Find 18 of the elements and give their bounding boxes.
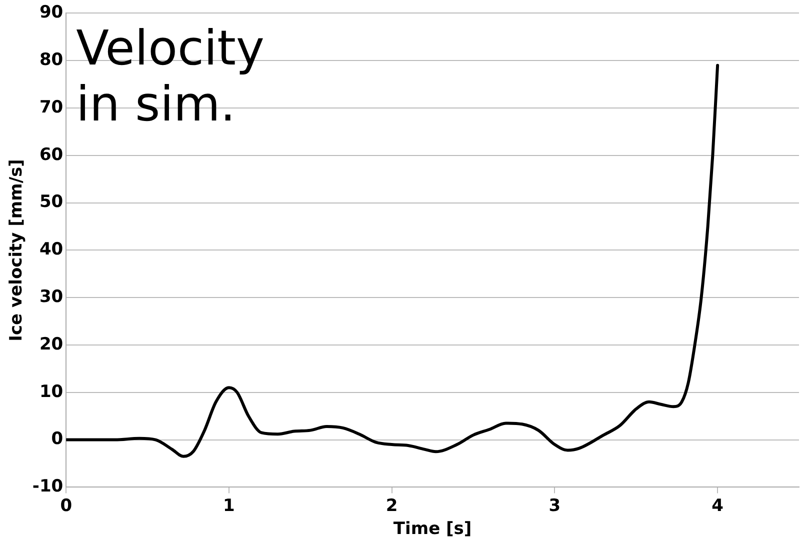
x-axis-title: Time [s] (393, 519, 472, 540)
y-tick-label: -10 (32, 476, 64, 497)
y-tick-label: 60 (39, 144, 64, 165)
x-tick-label: 1 (223, 496, 235, 516)
y-tick-label: 20 (39, 334, 64, 354)
x-tick-label: 4 (712, 496, 724, 516)
y-tick-label: 0 (51, 429, 64, 450)
y-tick-label: 40 (39, 240, 64, 260)
annotation: Velocity in sim. (76, 20, 264, 133)
y-tick-label: 30 (39, 287, 64, 308)
y-tick-label: 70 (39, 97, 64, 118)
y-tick-label: 50 (39, 192, 64, 212)
y-axis-title: Ice velocity [mm/s] (6, 159, 27, 342)
y-tick-label: 10 (39, 382, 64, 402)
x-tick-label: 2 (386, 496, 398, 516)
y-tick-label: 80 (39, 50, 64, 70)
y-tick-label: 90 (39, 2, 64, 23)
x-tick-label: 3 (548, 496, 561, 516)
